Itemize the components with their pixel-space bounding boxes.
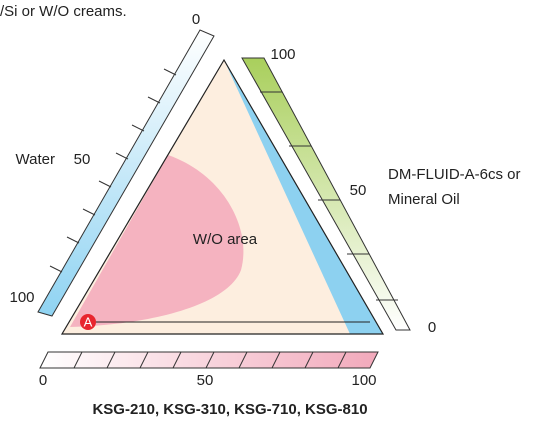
bottom-tick-label: 100 [351,372,376,389]
bottom-axis-label: KSG-210, KSG-310, KSG-710, KSG-810 [92,401,367,418]
point-label: A [84,314,93,329]
right-tick-label: 50 [350,182,367,199]
bottom-tick-label: 50 [197,372,214,389]
right-scale-strip [241,57,411,331]
triangle-outline [60,58,385,335]
wo-area [70,155,244,327]
right-tick-label: 100 [270,46,295,63]
right-tick-label: 0 [428,319,436,336]
right-axis-label: Mineral Oil [388,191,460,208]
left-tick-label: 100 [9,289,34,306]
right-scale-ticks [260,91,398,301]
left-axis-label: Water [16,151,55,168]
right-axis-label: DM-FLUID-A-6cs or [388,166,521,183]
region-label: W/O area [193,231,258,248]
left-scale-strip [37,29,215,317]
bottom-scale-strip [39,351,379,369]
left-tick-label: 50 [74,151,91,168]
bottom-scale-ticks [73,351,347,369]
point-marker [80,314,96,330]
left-tick-label: 0 [192,11,200,28]
left-scale-ticks [49,68,177,273]
bottom-tick-label: 0 [39,372,47,389]
caption: /Si or W/O creams. [0,3,127,20]
